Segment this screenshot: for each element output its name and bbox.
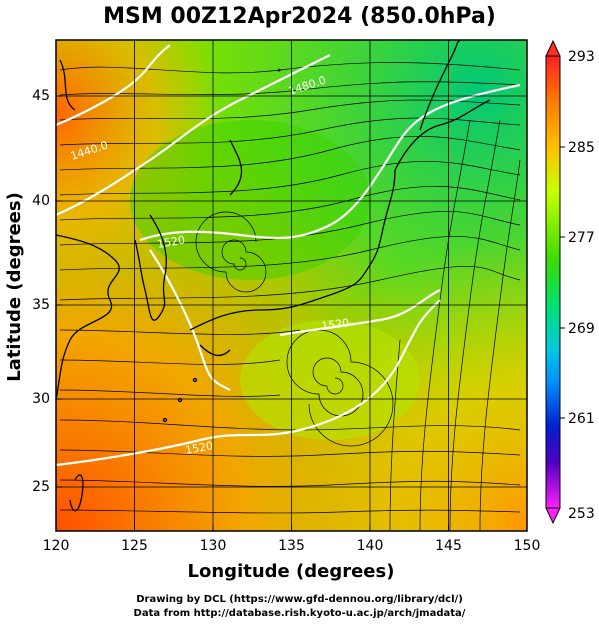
colorbar-label: 261	[568, 411, 595, 427]
y-tick-label: 30	[32, 391, 50, 407]
x-tick-label: 140	[357, 538, 384, 554]
colorbar-label: 269	[568, 321, 595, 337]
chart-title: MSM 00Z12Apr2024 (850.0hPa)	[103, 4, 496, 29]
y-tick-label: 35	[32, 297, 50, 313]
y-axis-title: Latitude (degrees)	[4, 192, 25, 382]
colorbar-label: 285	[568, 140, 595, 156]
x-tick-labels: 120 125 130 135 140 145 150	[43, 538, 541, 554]
colorbar-top-arrow	[545, 39, 561, 57]
y-tick-labels: 25 30 35 40 45	[32, 88, 50, 495]
x-tick-label: 135	[278, 538, 305, 554]
axis-ticks	[55, 95, 528, 531]
colorbar-bottom-arrow	[545, 507, 561, 525]
x-tick-label: 150	[514, 538, 541, 554]
colorbar: 293 285 277 269 261 253	[545, 39, 595, 525]
colorbar-scale	[545, 55, 561, 509]
grid	[56, 40, 527, 531]
x-tick-label: 130	[200, 538, 227, 554]
height-contours	[56, 44, 521, 467]
colorbar-label: 253	[568, 506, 595, 522]
y-tick-label: 25	[32, 479, 50, 495]
y-tick-label: 40	[32, 193, 50, 209]
x-tick-label: 120	[43, 538, 70, 554]
x-tick-label: 125	[121, 538, 148, 554]
contour-label: 1520	[321, 316, 351, 333]
y-tick-label: 45	[32, 88, 50, 104]
contour-label: 1520	[184, 439, 214, 457]
colorbar-label: 293	[568, 49, 595, 65]
x-axis-title: Longitude (degrees)	[188, 561, 395, 582]
credit-drawing: Drawing by DCL (https://www.gfd-dennou.o…	[136, 594, 463, 605]
credit-data: Data from http://database.rish.kyoto-u.a…	[133, 608, 466, 619]
x-tick-label: 145	[435, 538, 462, 554]
colorbar-label: 277	[568, 230, 595, 246]
coastlines	[56, 40, 491, 512]
